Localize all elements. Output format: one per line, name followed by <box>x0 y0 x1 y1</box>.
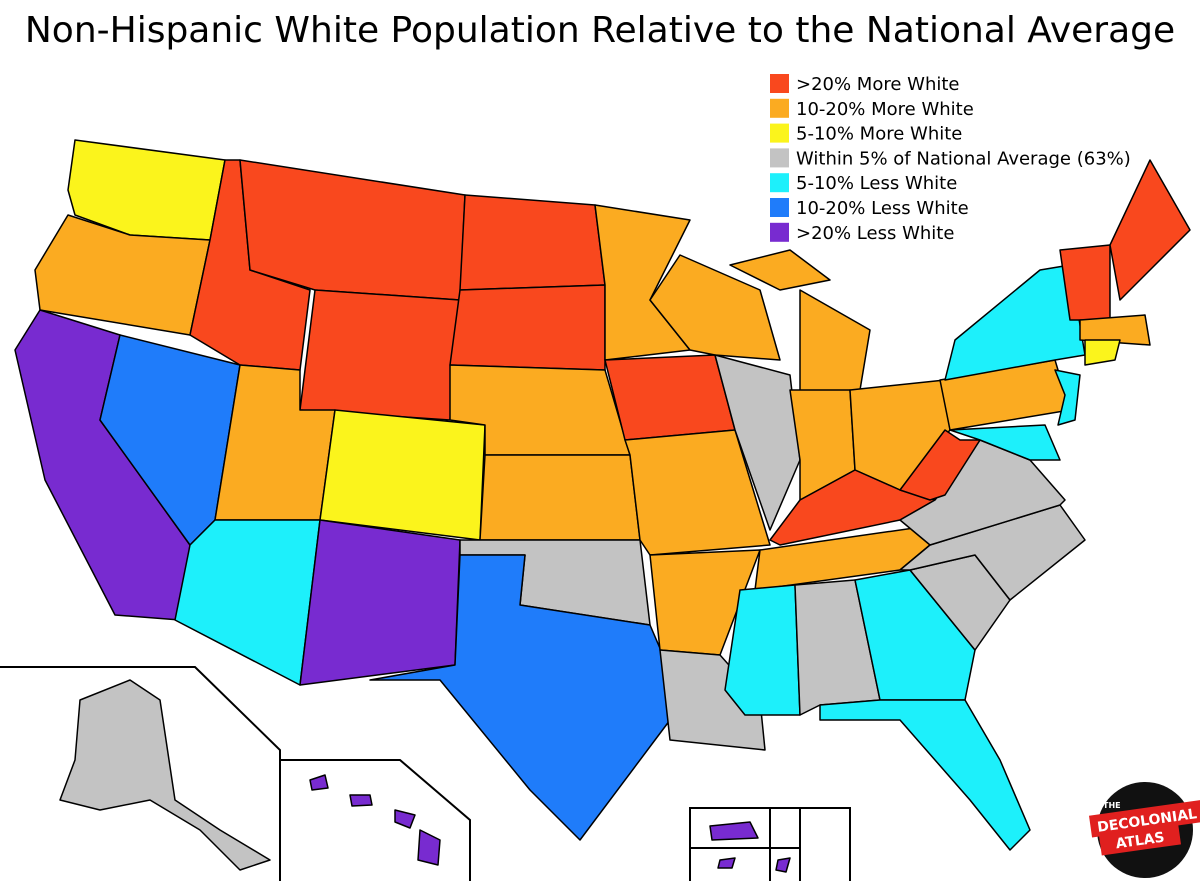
region <box>417 829 441 866</box>
inset-frames <box>0 666 851 881</box>
region <box>449 284 606 371</box>
region <box>1084 339 1121 366</box>
legend-label: >20% More White <box>796 74 960 95</box>
region <box>659 649 766 751</box>
logo-ribbon <box>1089 799 1200 838</box>
region <box>309 774 329 791</box>
region <box>819 699 1031 851</box>
legend-swatch <box>770 123 789 143</box>
region <box>714 354 801 531</box>
region <box>729 249 831 291</box>
region <box>459 194 606 291</box>
region <box>799 289 871 396</box>
region <box>1079 314 1151 346</box>
region <box>624 429 771 556</box>
legend-swatch <box>770 148 789 168</box>
region <box>899 504 1086 601</box>
region <box>775 857 791 873</box>
logo-ribbon <box>1098 824 1182 856</box>
region <box>319 409 486 541</box>
legend-label: >20% Less White <box>796 223 954 244</box>
logo-text: ATLAS <box>1115 830 1166 853</box>
region <box>724 584 801 716</box>
region <box>1109 159 1191 301</box>
region <box>174 519 321 686</box>
legend-label: 5-10% Less White <box>796 173 957 194</box>
region <box>854 569 976 701</box>
legend-label: 10-20% Less White <box>796 198 969 219</box>
region <box>369 554 671 841</box>
region <box>394 809 416 829</box>
legend-swatch <box>770 198 789 217</box>
legend-swatch <box>770 74 789 93</box>
logo-text: THE <box>1103 801 1121 810</box>
title: Non-Hispanic White Population Relative t… <box>25 10 1175 51</box>
region <box>709 821 759 841</box>
legend-swatch <box>770 98 789 118</box>
legend-swatch <box>770 222 789 242</box>
region <box>949 424 1061 461</box>
region <box>717 857 736 869</box>
region <box>479 454 641 541</box>
region <box>299 289 461 421</box>
states <box>14 139 1191 873</box>
region <box>59 679 271 871</box>
logo: THE DECOLONIAL ATLAS <box>1089 782 1200 878</box>
legend-label: 5-10% More White <box>796 124 962 145</box>
region <box>1054 369 1081 426</box>
legend-label: 10-20% More White <box>796 99 974 120</box>
legend-label: Within 5% of National Average (63%) <box>796 148 1131 169</box>
legend-swatch <box>770 173 789 193</box>
legend: >20% More White 10-20% More White 5-10% Mo… <box>770 74 1131 244</box>
region <box>349 794 373 807</box>
region <box>299 519 461 686</box>
region <box>604 354 736 441</box>
